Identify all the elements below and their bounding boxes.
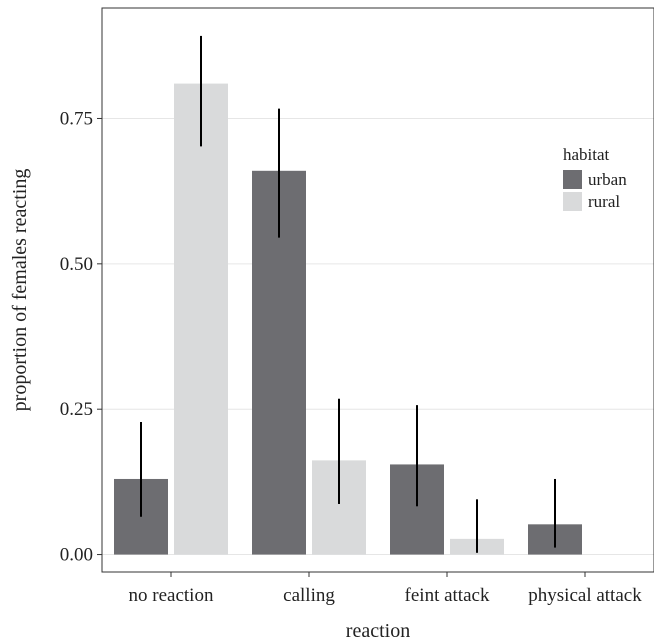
x-tick-label: feint attack <box>405 585 490 606</box>
y-axis: 0.00 0.25 0.50 0.75 <box>60 108 102 566</box>
legend-label-rural: rural <box>588 192 620 211</box>
x-axis: no reaction calling feint attack physical a… <box>129 572 642 606</box>
x-tick-label: physical attack <box>528 585 642 606</box>
x-tick-label: calling <box>283 585 335 606</box>
x-tick-label: no reaction <box>129 585 214 606</box>
legend-key-rural <box>563 192 582 211</box>
legend: habitat urban rural <box>563 145 627 211</box>
bar-rural <box>174 83 228 555</box>
x-axis-title: reaction <box>346 620 410 642</box>
legend-title: habitat <box>563 145 610 164</box>
legend-key-urban <box>563 170 582 189</box>
legend-label-urban: urban <box>588 170 627 189</box>
y-tick-label: 0.25 <box>60 399 93 420</box>
y-axis-title: proportion of females reacting <box>9 169 31 412</box>
y-tick-label: 0.00 <box>60 545 93 566</box>
y-tick-label: 0.50 <box>60 254 93 275</box>
error-bars <box>140 35 556 553</box>
plot-panel-border <box>101 7 654 573</box>
y-tick-label: 0.75 <box>60 108 93 129</box>
bars <box>114 83 582 555</box>
